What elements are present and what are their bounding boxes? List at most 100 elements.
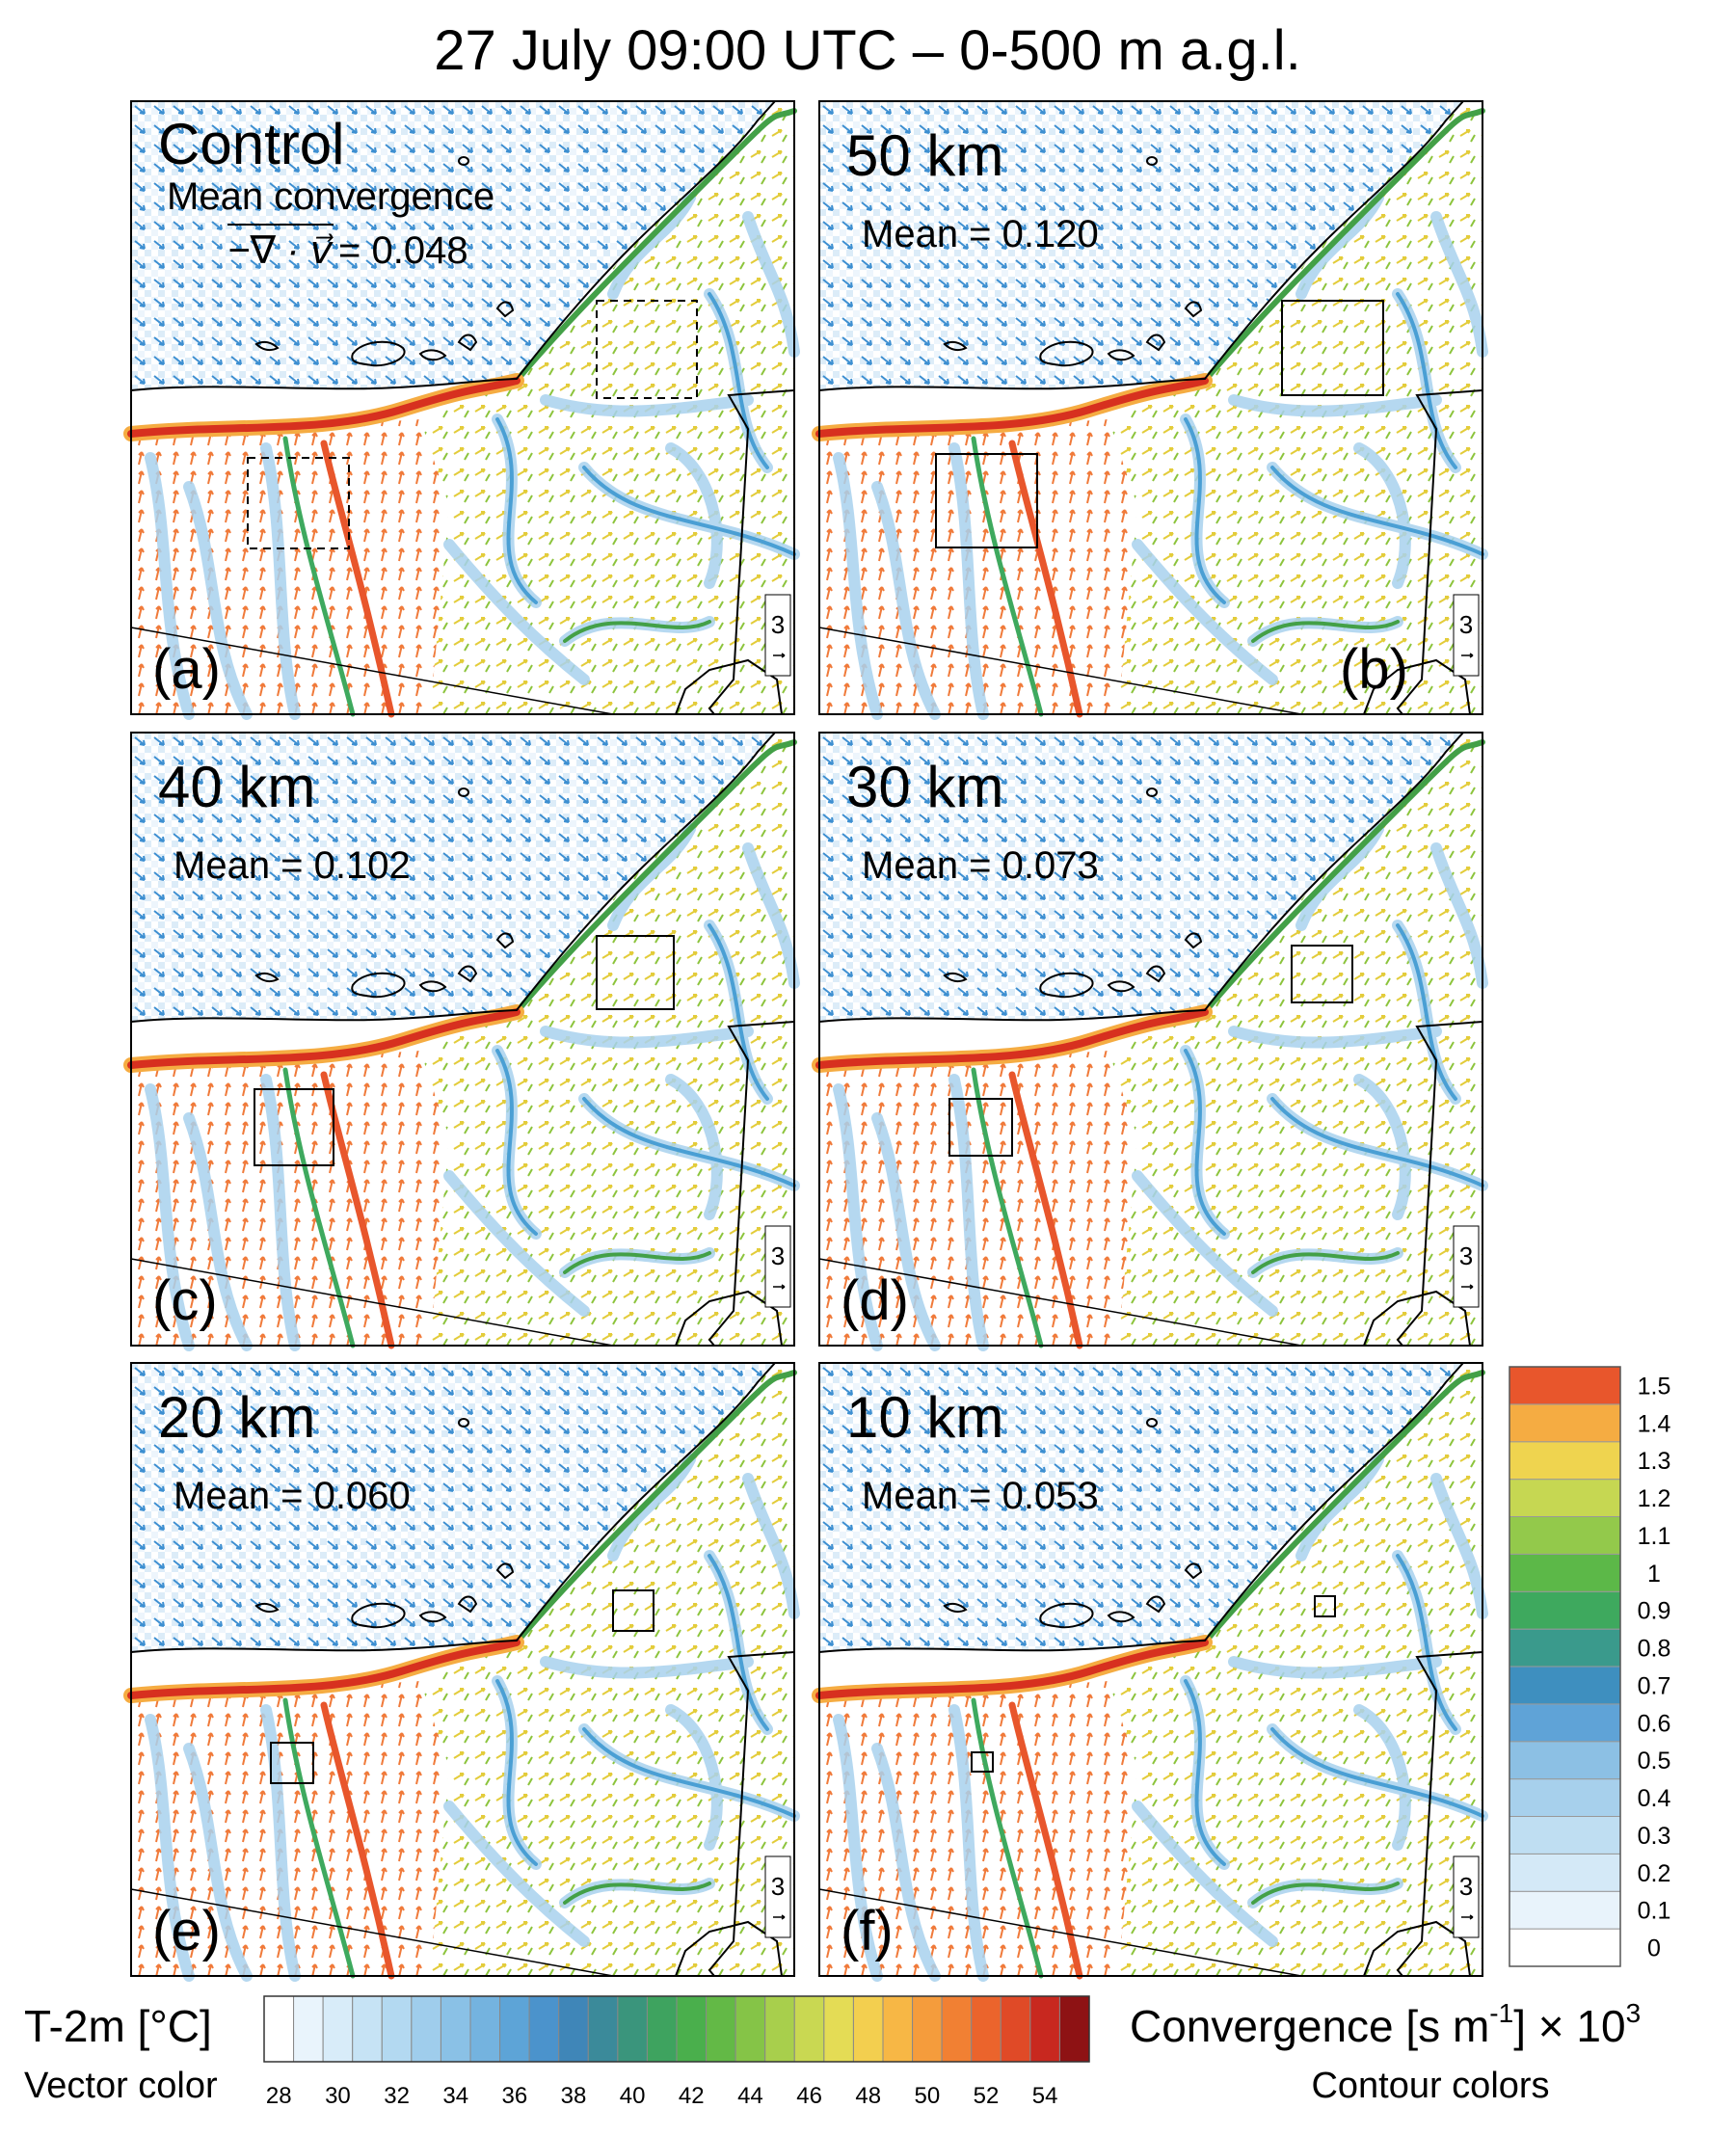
colorbar-box xyxy=(1509,1778,1621,1817)
colorbar-tick-label: 36 xyxy=(502,2083,528,2109)
colorbar-box xyxy=(764,1995,795,2063)
panel-name: 30 km xyxy=(846,755,1003,819)
colorbar-box xyxy=(1509,1928,1621,1967)
colorbar-box xyxy=(882,1995,914,2063)
colorbar-tick-label: 1.1 xyxy=(1638,1523,1671,1550)
zoom-box xyxy=(247,457,350,549)
colorbar-tick-label: 0.6 xyxy=(1638,1710,1671,1737)
zoom-box xyxy=(270,1742,314,1784)
colorbar-box xyxy=(1029,1995,1060,2063)
colorbar-tick-label: 44 xyxy=(737,2083,763,2109)
zoom-box xyxy=(971,1751,994,1773)
colorbar-tick-label: 50 xyxy=(915,2083,941,2109)
reference-vector-label: 3 xyxy=(771,1241,785,1270)
title-part: ] × 10 xyxy=(1513,2001,1625,2051)
panel-name: 10 km xyxy=(846,1385,1003,1450)
colorbar-box xyxy=(971,1995,1002,2063)
colorbar-box xyxy=(1000,1995,1031,2063)
panel-label: (c) xyxy=(152,1269,218,1332)
panel-border xyxy=(130,1362,795,1977)
colorbar-box xyxy=(646,1995,678,2063)
colorbar-tick-label: 42 xyxy=(679,2083,705,2109)
colorbar-box xyxy=(322,1995,354,2063)
map xyxy=(131,733,794,1346)
colorbar-box xyxy=(528,1995,560,2063)
colorbar-tick-label: 46 xyxy=(796,2083,822,2109)
colorbar-tick-label: 1.3 xyxy=(1638,1448,1671,1475)
colorbar-box xyxy=(469,1995,501,2063)
figure-title: 27 July 09:00 UTC – 0-500 m a.g.l. xyxy=(434,19,1300,82)
formula: −∇ · v⃗ xyxy=(227,229,334,272)
colorbar-box xyxy=(1509,1441,1621,1481)
panel-name: 40 km xyxy=(158,755,315,819)
colorbar-box xyxy=(1058,1995,1090,2063)
title-sup: -1 xyxy=(1489,1998,1513,2028)
colorbar-tick-label: 1.5 xyxy=(1638,1373,1671,1400)
colorbar-box xyxy=(852,1995,884,2063)
colorbar-box xyxy=(1509,1816,1621,1855)
panel-border xyxy=(818,732,1483,1347)
colorbar-tick-label: 1.2 xyxy=(1638,1485,1671,1512)
colorbar-box xyxy=(411,1995,441,2063)
colorbar-tick-label: 0.9 xyxy=(1638,1598,1671,1625)
map xyxy=(819,101,1482,714)
title-sup: 3 xyxy=(1626,1998,1642,2028)
colorbar-tick-label: 40 xyxy=(620,2083,646,2109)
colorbar-box xyxy=(381,1995,413,2063)
colorbar-border xyxy=(1509,1366,1621,1967)
colorbar-box xyxy=(1509,1403,1621,1443)
colorbar-tick-label: 0.8 xyxy=(1638,1636,1671,1663)
colorbar-box xyxy=(558,1995,589,2063)
colorbar-tick-label: 38 xyxy=(561,2083,587,2109)
zoom-box xyxy=(1314,1595,1336,1617)
colorbar-box xyxy=(1509,1479,1621,1517)
colorbar-tick-label: 0.3 xyxy=(1638,1823,1671,1850)
colorbar-tick-label: 52 xyxy=(974,2083,1000,2109)
colorbar-box xyxy=(1509,1741,1621,1780)
convergence-colorbar: 0 0.1 0.2 0.3 0.4 0.5 0.6 0.7 0.8 0.9 1 1.1 1.2 1.3 1.… xyxy=(1509,1366,1671,1967)
temperature-colorbar: 28 30 32 34 36 38 40 42 44 46 48 50 52 54 xyxy=(263,1995,1090,2109)
colorbar-tick-label: 54 xyxy=(1032,2083,1058,2109)
zoom-box xyxy=(948,1098,1013,1157)
zoom-box xyxy=(935,453,1038,548)
colorbar-box xyxy=(793,1995,825,2063)
map-panel: 20 km Mean = 0.060 (e) 3 xyxy=(131,1363,794,1976)
mean-title: Mean convergence xyxy=(167,175,494,218)
colorbar-tick-label: 0 xyxy=(1647,1935,1661,1962)
temperature-subtitle: Vector color xyxy=(24,2066,218,2106)
colorbar-box xyxy=(1509,1703,1621,1743)
colorbar-tick-label: 0.5 xyxy=(1638,1748,1671,1775)
panel-border xyxy=(818,1362,1483,1977)
colorbar-tick-label: 1.4 xyxy=(1638,1410,1671,1437)
temperature-title: T-2m [°C] xyxy=(24,2001,212,2051)
colorbar-box xyxy=(293,1995,324,2063)
reference-vector-label: 3 xyxy=(1459,610,1473,639)
map-panel: 10 km Mean = 0.053 (f) 3 xyxy=(819,1363,1482,1976)
colorbar-box xyxy=(941,1995,973,2063)
zoom-box xyxy=(254,1088,334,1166)
colorbar-box xyxy=(499,1995,530,2063)
zoom-box xyxy=(612,1589,654,1632)
panel-label: (a) xyxy=(152,638,221,701)
colorbar-box xyxy=(1509,1666,1621,1705)
mean-value: Mean = 0.053 xyxy=(862,1475,1099,1517)
panel-border xyxy=(130,100,795,715)
colorbar-box xyxy=(1509,1366,1621,1405)
map-panel: 30 km Mean = 0.073 (d) 3 xyxy=(819,733,1482,1346)
map-panel: 40 km Mean = 0.102 (c) 3 xyxy=(131,733,794,1346)
colorbar-tick-label: 48 xyxy=(855,2083,881,2109)
colorbar-tick-label: 34 xyxy=(442,2083,468,2109)
colorbar-box xyxy=(1509,1628,1621,1668)
zoom-box xyxy=(596,300,698,399)
panel-name: Control xyxy=(158,112,344,176)
convergence-title: Convergence [s m-1] × 103 xyxy=(1130,1998,1641,2051)
panel-border xyxy=(818,100,1483,715)
colorbar-box xyxy=(1509,1516,1621,1555)
reference-vector-label: 3 xyxy=(771,1872,785,1901)
map xyxy=(819,733,1482,1346)
map-panel: 50 km Mean = 0.120 (b) 3 xyxy=(819,101,1482,714)
colorbar-tick-label: 0.1 xyxy=(1638,1898,1671,1925)
colorbar-box xyxy=(734,1995,766,2063)
